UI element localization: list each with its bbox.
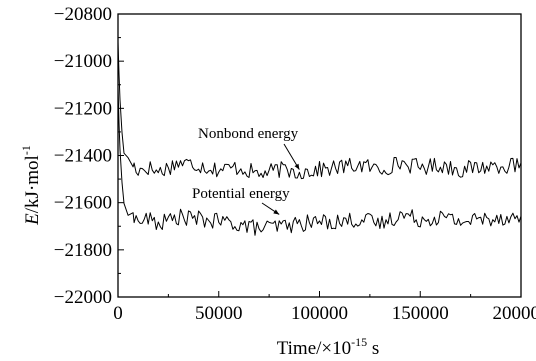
y-tick-label: −22000 — [54, 287, 112, 308]
plot-frame — [117, 13, 522, 298]
y-axis-var: E — [22, 213, 43, 226]
x-axis-exp: -15 — [351, 335, 367, 349]
series-line-nonbond — [117, 42, 522, 180]
x-axis-base: 10 — [332, 338, 351, 359]
x-axis-prefix: Time/ — [277, 338, 322, 359]
annotation-arrow-head — [294, 163, 300, 170]
annotation-label: Nonbond energy — [198, 126, 299, 142]
x-axis-unit: s — [367, 338, 379, 359]
y-axis-unit: /kJ·mol — [22, 155, 43, 213]
y-axis-exp: -1 — [19, 145, 33, 155]
x-axis-times: × — [321, 338, 332, 359]
x-tick-label: 0 — [113, 303, 123, 324]
x-tick-label: 200000 — [493, 303, 536, 324]
y-tick-label: −21000 — [54, 51, 112, 72]
x-tick-label: 50000 — [195, 303, 243, 324]
x-tick-label: 150000 — [392, 303, 449, 324]
series-line-potential — [117, 87, 522, 236]
y-tick-label: −21200 — [54, 98, 112, 119]
y-tick-label: −21800 — [54, 240, 112, 261]
y-axis-title: E/kJ·mol-1 — [19, 145, 43, 226]
y-tick-label: −21400 — [54, 146, 112, 167]
x-axis-title: Time/×10-15 s — [277, 335, 380, 359]
y-tick-label: −21600 — [54, 193, 112, 214]
annotation-label: Potential energy — [192, 186, 290, 202]
y-tick-label: −20800 — [54, 4, 112, 25]
annotation-arrow-head — [273, 209, 280, 215]
x-tick-label: 100000 — [291, 303, 348, 324]
